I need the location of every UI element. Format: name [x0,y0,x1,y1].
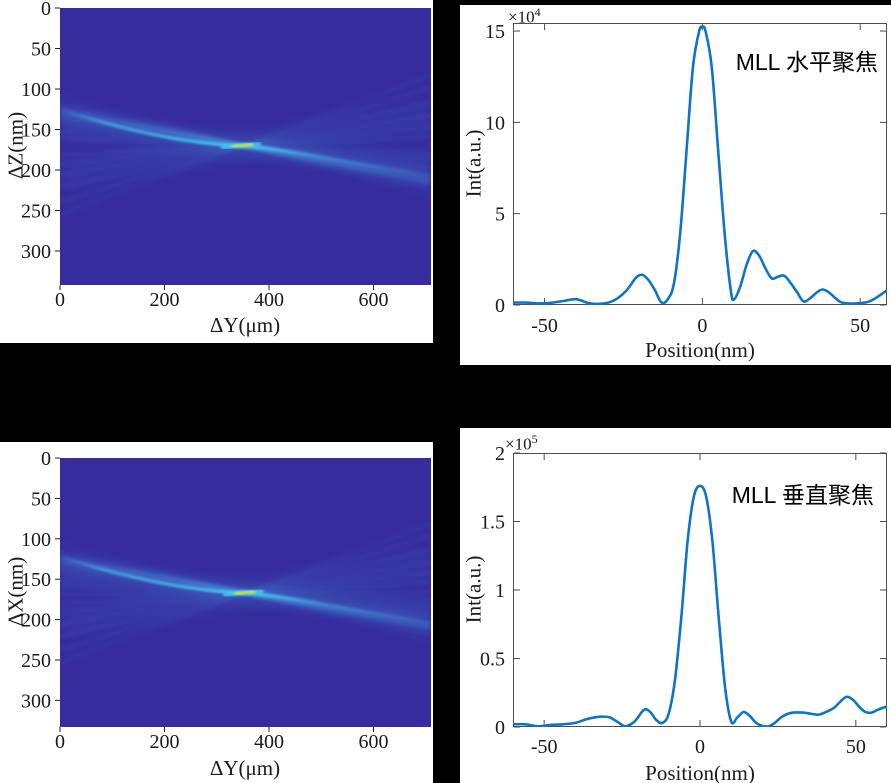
annotation-mll-horizontal: MLL 水平聚焦 [735,49,878,75]
y-tick-label: 15 [485,21,505,43]
y-tick-label: 100 [21,529,51,551]
x-tick-label: -50 [531,315,558,337]
x-tick-label: 0 [55,731,65,753]
panel-profile-horizontal: -50 0 50 0 5 10 15 ×104 MLL 水平聚焦 Int(a.u.) Pos… [460,5,891,365]
x-tick-label: 0 [695,736,705,758]
y-tick-label: 5 [495,204,505,226]
y-axis-label-int: Int(a.u.) [461,555,486,624]
y-axis-label-dx: ΔX(nm) [3,556,28,627]
x-tick-label: 200 [150,289,180,311]
y-tick-label: 100 [21,79,51,101]
x-tick-label: 400 [254,289,284,311]
x-tick-label: 50 [850,315,870,337]
x-axis-label-dy: ΔY(μm) [209,756,281,780]
x-axis-label-position: Position(nm) [645,338,755,362]
y-tick-label: 150 [21,119,51,141]
axes-box [513,23,887,305]
x-axis-label-position: Position(nm) [645,761,755,783]
profile-horizontal-plot: -50 0 50 0 5 10 15 [485,21,887,337]
heatmap-horizontal-plot: 0 200 400 600 0 50 100 150 200 250 300 [21,0,431,311]
exponent-base: ×10 [508,7,535,27]
y-tick-label: 2 [495,443,505,465]
y-tick-label: 0 [41,0,51,20]
y-tick-label: 0 [41,448,51,470]
y-axis-label-int: Int(a.u.) [461,129,486,198]
y-tick-label: 0 [495,717,505,739]
x-tick-label: 0 [697,315,707,337]
y-tick-label: 50 [31,488,51,510]
profile-vertical-plot: -50 0 50 0 0.5 1 1.5 2 [480,443,887,758]
y-tick-label: 300 [21,690,51,712]
x-tick-label: 600 [359,731,389,753]
axes-box [513,453,887,727]
y-tick-label: 300 [21,241,51,263]
y-axis-exponent: ×104 [508,5,541,28]
exponent-power: 5 [531,432,538,446]
x-axis-label-dy: ΔY(μm) [209,313,281,337]
focus-core [231,142,254,149]
y-tick-label: 50 [31,38,51,60]
exponent-base: ×10 [505,434,532,454]
x-tick-label: 400 [254,731,284,753]
panel-heatmap-vertical: 0 200 400 600 0 50 100 150 200 250 300 ΔX(nm) ΔY(μ… [0,442,433,783]
y-tick-label: 150 [21,569,51,591]
y-tick-label: 200 [21,160,51,182]
heatmap-vertical-plot: 0 200 400 600 0 50 100 150 200 250 300 [21,448,431,753]
y-axis-exponent: ×105 [505,432,538,455]
x-tick-label: 200 [150,731,180,753]
y-tick-label: 1.5 [480,512,505,534]
panel-heatmap-horizontal: 0 200 400 600 0 50 100 150 200 250 300 ΔZ(nm) ΔY(μ… [0,0,433,343]
x-tick-label: -50 [531,736,558,758]
y-tick-label: 200 [21,610,51,632]
y-tick-label: 1 [495,580,505,602]
annotation-mll-vertical: MLL 垂直聚焦 [731,482,874,508]
y-tick-label: 0 [495,295,505,317]
focus-core [234,589,256,596]
panel-profile-vertical: -50 0 50 0 0.5 1 1.5 2 ×105 MLL 垂直聚焦 Int(a.u.) … [460,428,891,783]
x-tick-label: 600 [359,289,389,311]
y-axis-label-dz: ΔZ(nm) [3,111,28,180]
x-tick-label: 0 [55,289,65,311]
exponent-power: 4 [534,5,541,19]
y-tick-label: 10 [485,112,505,134]
x-tick-label: 50 [846,736,866,758]
intensity-curve [513,25,887,305]
intensity-curve [513,484,887,727]
y-tick-label: 250 [21,650,51,672]
y-tick-label: 250 [21,200,51,222]
y-tick-label: 0.5 [480,649,505,671]
